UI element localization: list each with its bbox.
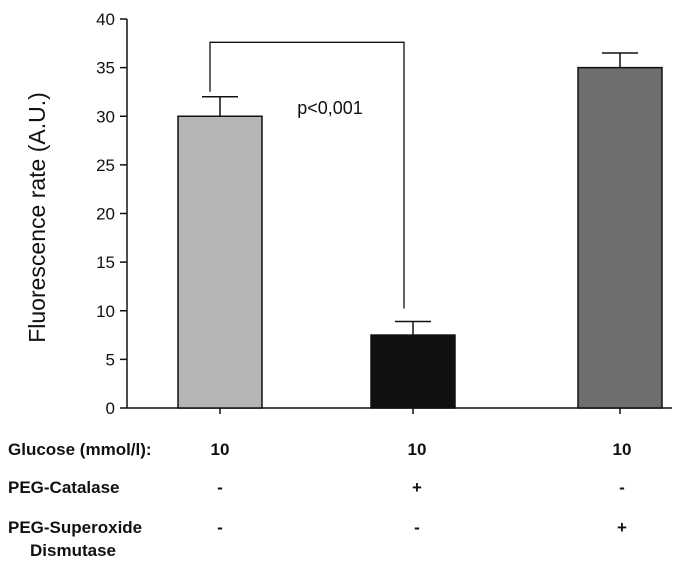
bar-chart: 0 5 10 15 20 25 30 35 40 Fluorescence rate (A.U.)… <box>24 10 672 418</box>
sod-value-1: - <box>217 518 223 537</box>
sod-value-3: + <box>617 518 627 537</box>
y-tick-label: 0 <box>106 399 115 418</box>
y-tick-label: 10 <box>96 302 115 321</box>
y-tick-label: 40 <box>96 10 115 29</box>
bar <box>370 334 456 409</box>
y-tick-label: 20 <box>96 205 115 224</box>
glucose-value-2: 10 <box>407 440 427 459</box>
y-tick-label: 25 <box>96 156 115 175</box>
bar <box>577 66 663 409</box>
catalase-value-2: + <box>412 478 422 497</box>
sod-row-label: PEG-Superoxide <box>8 518 143 537</box>
y-tick-label: 35 <box>96 59 115 78</box>
y-tick-label: 15 <box>96 253 115 272</box>
catalase-value-3: - <box>619 478 625 497</box>
catalase-row-label: PEG-Catalase <box>8 478 120 497</box>
sod-row-label-line2: Dismutase <box>30 541 116 560</box>
sod-value-2: - <box>414 518 420 537</box>
p-value-annotation: p<0,001 <box>297 98 363 118</box>
glucose-value-1: 10 <box>210 440 230 459</box>
y-tick-label: 5 <box>106 350 115 369</box>
glucose-value-3: 10 <box>612 440 632 459</box>
significance-bracket <box>209 41 405 309</box>
y-axis-label: Fluorescence rate (A.U.) <box>24 92 50 343</box>
bar <box>177 115 263 409</box>
y-tick-label: 30 <box>96 107 115 126</box>
glucose-row-label: Glucose (mmol/l): <box>8 440 152 459</box>
catalase-value-1: - <box>217 478 223 497</box>
